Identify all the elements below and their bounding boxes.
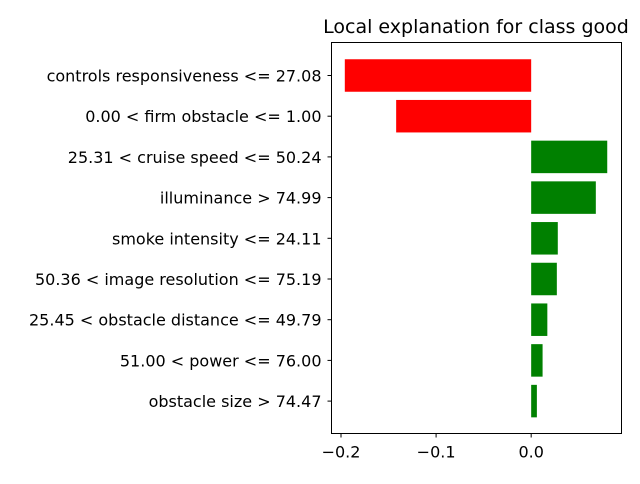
x-tick-marks: −0.2 −0.1 0.0 [322,75,544,462]
bar-6 [531,303,548,336]
y-tick-labels: controls responsiveness <= 27.08 0.00 < f… [29,67,322,412]
x-tick-label-2: 0.0 [518,443,543,462]
bars-layer [344,59,608,418]
chart-title: Local explanation for class good [323,16,629,38]
x-tick-label-1: −0.1 [417,443,456,462]
bar-8 [531,384,537,418]
bar-3 [531,181,596,214]
bar-0 [344,59,532,92]
y-tick-label-0: controls responsiveness <= 27.08 [47,67,322,86]
plot-frame [331,42,622,434]
x-tick-label-0: −0.2 [322,443,361,462]
bar-7 [531,344,543,377]
y-tick-label-6: 25.45 < obstacle distance <= 49.79 [29,311,322,330]
y-tick-label-3: illuminance > 74.99 [160,189,322,208]
y-tick-label-7: 51.00 < power <= 76.00 [120,351,322,370]
y-tick-label-8: obstacle size > 74.47 [149,392,322,411]
y-tick-label-4: smoke intensity <= 24.11 [112,229,322,248]
bar-4 [531,222,558,255]
y-tick-label-2: 25.31 < cruise speed <= 50.24 [68,148,322,167]
bar-1 [396,99,532,133]
y-tick-label-1: 0.00 < firm obstacle <= 1.00 [85,107,321,126]
bar-5 [531,262,557,296]
bar-2 [531,140,608,174]
y-tick-label-5: 50.36 < image resolution <= 75.19 [35,270,322,289]
